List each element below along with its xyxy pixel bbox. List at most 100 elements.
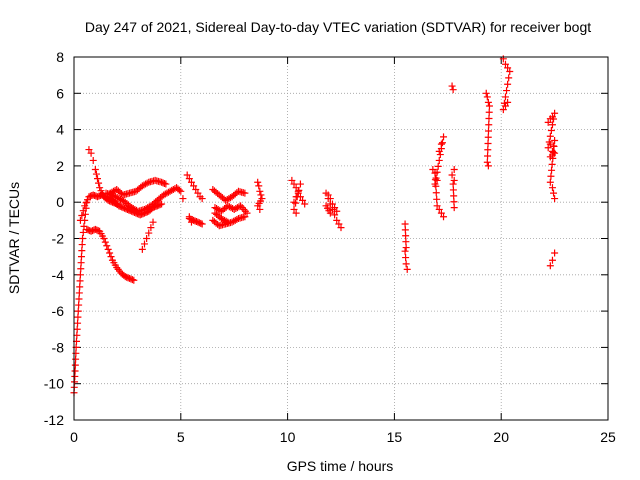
data-point bbox=[450, 166, 458, 174]
x-tick-label: 25 bbox=[600, 429, 616, 445]
data-point bbox=[75, 301, 83, 309]
data-point bbox=[547, 172, 555, 180]
data-point bbox=[431, 180, 439, 188]
data-point bbox=[550, 142, 558, 150]
x-tick-label: 20 bbox=[493, 429, 509, 445]
data-point bbox=[241, 213, 249, 221]
data-point bbox=[106, 249, 114, 257]
data-point bbox=[331, 211, 339, 219]
data-point bbox=[145, 229, 153, 237]
data-point bbox=[190, 182, 198, 190]
y-tick-label: 4 bbox=[56, 122, 64, 138]
data-point bbox=[76, 271, 84, 279]
data-point bbox=[81, 210, 89, 218]
data-point bbox=[75, 289, 83, 297]
data-point bbox=[550, 189, 558, 197]
data-point bbox=[483, 158, 491, 166]
data-point bbox=[77, 253, 85, 261]
data-point bbox=[299, 196, 307, 204]
data-point bbox=[92, 170, 100, 178]
data-point bbox=[485, 121, 493, 129]
data-point bbox=[546, 132, 554, 140]
data-point bbox=[185, 213, 193, 221]
data-point bbox=[402, 254, 410, 262]
data-point bbox=[82, 199, 90, 207]
grid-lines bbox=[74, 57, 608, 420]
y-tick-label: -4 bbox=[52, 267, 65, 283]
data-point bbox=[484, 146, 492, 154]
data-point bbox=[87, 149, 95, 157]
y-tick-label: -12 bbox=[44, 412, 64, 428]
data-point bbox=[484, 162, 492, 170]
data-point bbox=[485, 108, 493, 116]
data-point bbox=[256, 187, 264, 195]
data-point bbox=[78, 241, 86, 249]
data-point bbox=[546, 262, 554, 270]
data-point bbox=[243, 209, 251, 217]
data-point bbox=[551, 136, 559, 144]
data-point bbox=[401, 220, 409, 228]
data-point bbox=[74, 313, 82, 321]
data-point bbox=[147, 224, 155, 232]
x-tick-label: 5 bbox=[177, 429, 185, 445]
data-point bbox=[485, 115, 493, 123]
data-point bbox=[224, 218, 232, 226]
data-point bbox=[485, 127, 493, 135]
y-tick-label: -6 bbox=[52, 303, 65, 319]
tick-labels: 0 5 10 15 20 25 -12 -10 -8 -6 -4 -2 0 2 4 6 8 bbox=[44, 49, 616, 445]
data-point bbox=[187, 218, 195, 226]
data-point bbox=[85, 146, 93, 154]
y-tick-label: -10 bbox=[44, 376, 64, 392]
data-point bbox=[175, 186, 183, 194]
data-point bbox=[326, 195, 334, 203]
data-point bbox=[198, 195, 206, 203]
chart-title: Day 247 of 2021, Sidereal Day-to-day VTE… bbox=[85, 19, 591, 35]
data-point bbox=[402, 244, 410, 252]
data-point bbox=[551, 195, 559, 203]
data-point bbox=[140, 240, 148, 248]
y-axis-title: SDTVAR / TECUs bbox=[6, 182, 22, 294]
data-point bbox=[548, 184, 556, 192]
x-axis-title: GPS time / hours bbox=[287, 458, 394, 474]
data-point bbox=[79, 235, 87, 242]
data-point bbox=[550, 115, 558, 123]
data-point bbox=[433, 168, 441, 176]
data-point bbox=[501, 93, 509, 101]
data-point bbox=[187, 178, 195, 186]
data-point bbox=[233, 215, 241, 223]
data-point bbox=[71, 367, 79, 375]
data-point bbox=[335, 220, 343, 228]
data-point bbox=[503, 87, 511, 95]
data-point bbox=[162, 180, 170, 188]
data-point bbox=[548, 121, 556, 129]
data-point bbox=[333, 216, 341, 224]
data-point bbox=[292, 209, 300, 217]
data-point bbox=[402, 260, 410, 268]
data-point bbox=[177, 187, 185, 195]
data-point bbox=[76, 216, 84, 224]
data-point bbox=[429, 166, 437, 174]
data-point bbox=[436, 151, 444, 159]
data-point bbox=[548, 256, 556, 264]
x-tick-label: 10 bbox=[280, 429, 296, 445]
data-point bbox=[160, 179, 168, 187]
data-point bbox=[403, 265, 411, 273]
data-point bbox=[485, 102, 493, 110]
data-point bbox=[290, 180, 298, 188]
data-point bbox=[295, 186, 303, 194]
data-point bbox=[437, 145, 445, 153]
data-point bbox=[433, 195, 441, 203]
data-point bbox=[401, 247, 409, 255]
data-point bbox=[551, 109, 559, 117]
data-point bbox=[326, 209, 334, 217]
data-point bbox=[484, 133, 492, 141]
x-tick-label: 0 bbox=[70, 429, 78, 445]
data-point bbox=[91, 166, 99, 174]
data-point bbox=[254, 178, 262, 186]
data-point bbox=[551, 149, 559, 157]
data-point bbox=[328, 200, 336, 208]
data-point bbox=[138, 245, 146, 253]
data-point bbox=[130, 276, 138, 284]
data-point bbox=[546, 178, 554, 186]
data-point bbox=[438, 139, 446, 147]
